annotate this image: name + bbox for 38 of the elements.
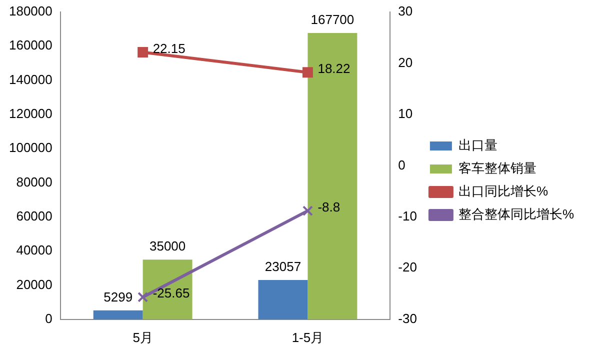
point — [302, 206, 313, 216]
y-tick-label: 80000 — [16, 174, 52, 190]
y-tick-label: 180000 — [8, 4, 52, 19]
y2-tick-label: 30 — [398, 4, 413, 19]
y-tick-label: 40000 — [16, 242, 52, 258]
bar — [93, 310, 143, 320]
y2-tick-label: -30 — [398, 310, 417, 326]
y2-tick-label: 20 — [398, 54, 413, 70]
y-tick-label: 20000 — [16, 276, 52, 292]
legend-label: 客车整体销量 — [458, 160, 536, 176]
y-tick-label: 100000 — [8, 140, 52, 156]
x-tick-label: 1-5月 — [292, 330, 324, 345]
y2-tick-label: -20 — [398, 260, 417, 275]
y2-tick-label: -10 — [398, 208, 417, 224]
point — [138, 292, 148, 302]
bar — [258, 280, 308, 320]
legend-label: 出口量 — [458, 138, 498, 153]
y2-tick-label: 0 — [398, 157, 406, 172]
bar — [308, 33, 358, 320]
y-tick-label: 120000 — [8, 106, 52, 122]
point — [302, 67, 313, 78]
y-tick-label: 140000 — [8, 72, 52, 87]
data-label: 35000 — [149, 238, 186, 254]
data-label: -8.8 — [318, 199, 340, 214]
data-label: -25.65 — [152, 286, 190, 301]
y-tick-label: 60000 — [16, 208, 52, 224]
point — [138, 46, 148, 58]
data-label: 23057 — [264, 259, 302, 274]
data-label: 167700 — [310, 12, 354, 28]
x-tick-label: 5月 — [132, 330, 153, 345]
legend-label: 整合整体同比增长% — [458, 206, 574, 222]
data-label: 22.15 — [152, 40, 186, 56]
data-label: 18.22 — [318, 60, 350, 76]
data-label: 5299 — [104, 289, 133, 304]
y-tick-label: 160000 — [8, 38, 52, 53]
legend-label: 出口同比增长% — [458, 184, 548, 199]
y-tick-label: 0 — [45, 310, 52, 326]
y2-tick-label: 10 — [398, 106, 413, 122]
